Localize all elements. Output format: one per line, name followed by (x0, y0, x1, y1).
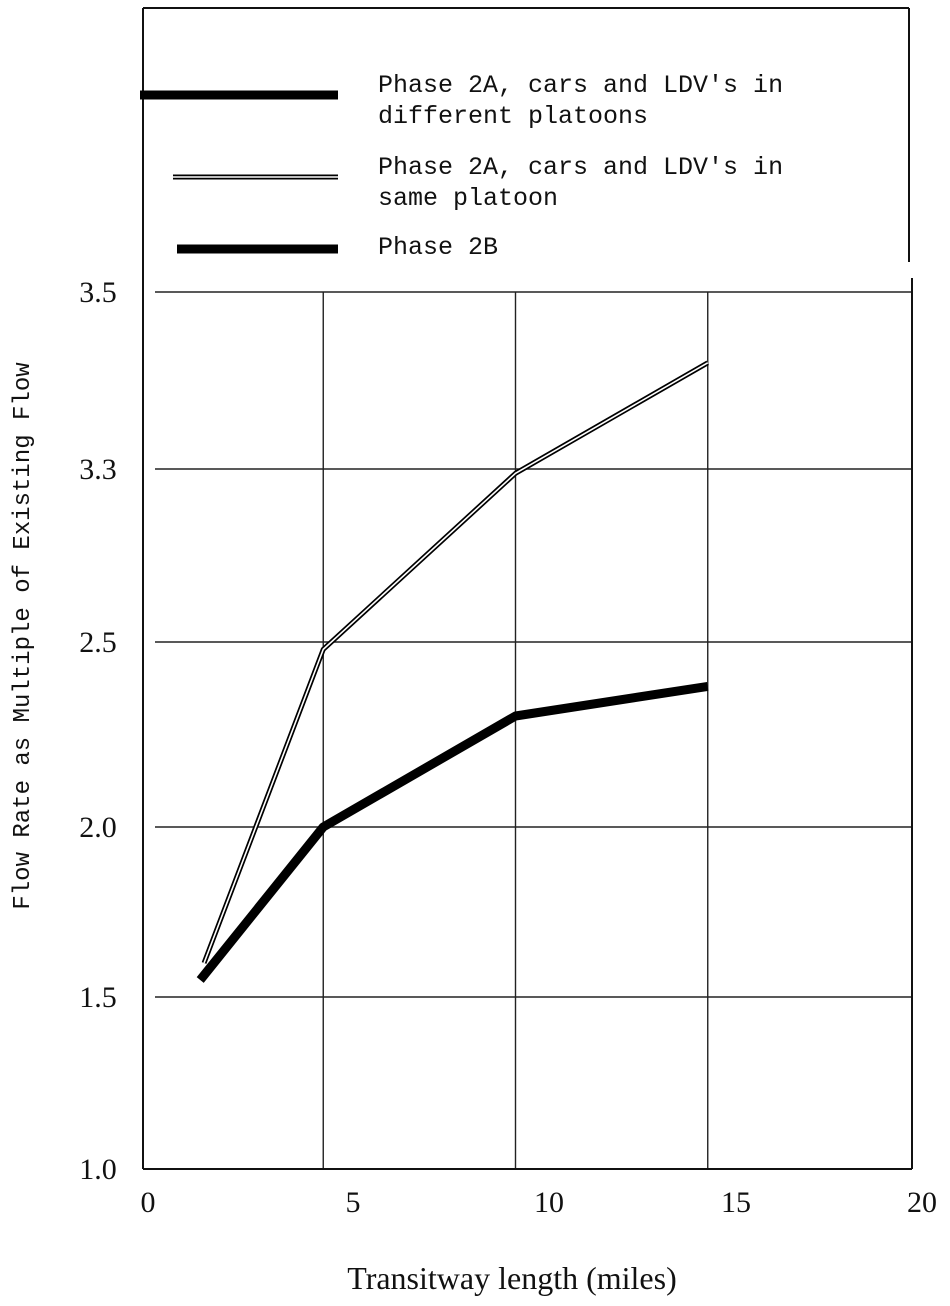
y-tick-label: 1.0 (79, 1153, 117, 1186)
series-line-inner (203, 362, 709, 964)
y-tick-label: 2.0 (79, 811, 117, 844)
legend-entry: Phase 2B (378, 233, 498, 262)
legend-entry: different platoons (378, 102, 648, 131)
x-tick-label: 10 (534, 1186, 564, 1219)
y-tick-label: 2.5 (79, 626, 117, 659)
x-tick-label: 15 (721, 1186, 751, 1219)
x-axis-title: Transitway length (miles) (347, 1260, 676, 1296)
legend-entry: same platoon (378, 184, 558, 213)
y-tick-labels: 1.0 1.5 2.0 2.5 3.3 3.5 (79, 276, 117, 1186)
x-tick-label: 5 (346, 1186, 361, 1219)
y-tick-label: 3.5 (79, 276, 117, 309)
series-layer (196, 360, 709, 983)
grid (155, 291, 912, 1169)
series-line (201, 360, 709, 964)
legend-entry: Phase 2A, cars and LDV's in (378, 153, 783, 182)
legend-entry: Phase 2A, cars and LDV's in (378, 71, 783, 100)
y-tick-label: 3.3 (79, 453, 117, 486)
series-line (196, 681, 709, 983)
y-axis-title: Flow Rate as Multiple of Existing Flow (10, 362, 37, 910)
x-tick-label: 20 (907, 1186, 937, 1219)
plot-frame (142, 7, 913, 1170)
x-tick-labels: 0 5 10 15 20 (141, 1186, 938, 1219)
y-tick-label: 1.5 (79, 981, 117, 1014)
x-tick-label: 0 (141, 1186, 156, 1219)
